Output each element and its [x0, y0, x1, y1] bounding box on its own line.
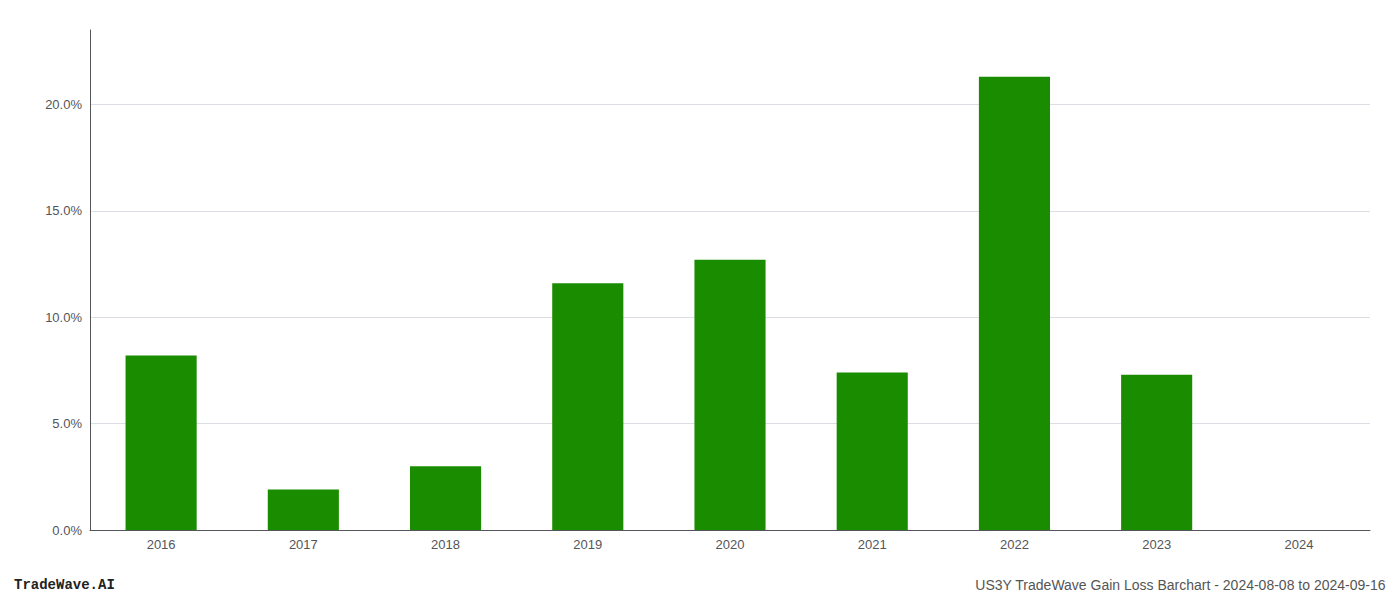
- svg-text:2023: 2023: [1142, 537, 1171, 552]
- svg-text:2016: 2016: [147, 537, 176, 552]
- svg-text:10.0%: 10.0%: [45, 310, 82, 325]
- svg-text:2017: 2017: [289, 537, 318, 552]
- svg-text:2021: 2021: [858, 537, 887, 552]
- svg-text:TradeWave.AI: TradeWave.AI: [14, 577, 115, 593]
- svg-text:15.0%: 15.0%: [45, 203, 82, 218]
- svg-text:20.0%: 20.0%: [45, 97, 82, 112]
- svg-text:2019: 2019: [573, 537, 602, 552]
- svg-text:2020: 2020: [716, 537, 745, 552]
- svg-text:2018: 2018: [431, 537, 460, 552]
- svg-text:US3Y TradeWave Gain Loss Barch: US3Y TradeWave Gain Loss Barchart - 2024…: [975, 577, 1385, 593]
- svg-text:2022: 2022: [1000, 537, 1029, 552]
- svg-text:5.0%: 5.0%: [52, 416, 82, 431]
- svg-text:0.0%: 0.0%: [52, 523, 82, 538]
- svg-text:2024: 2024: [1284, 537, 1313, 552]
